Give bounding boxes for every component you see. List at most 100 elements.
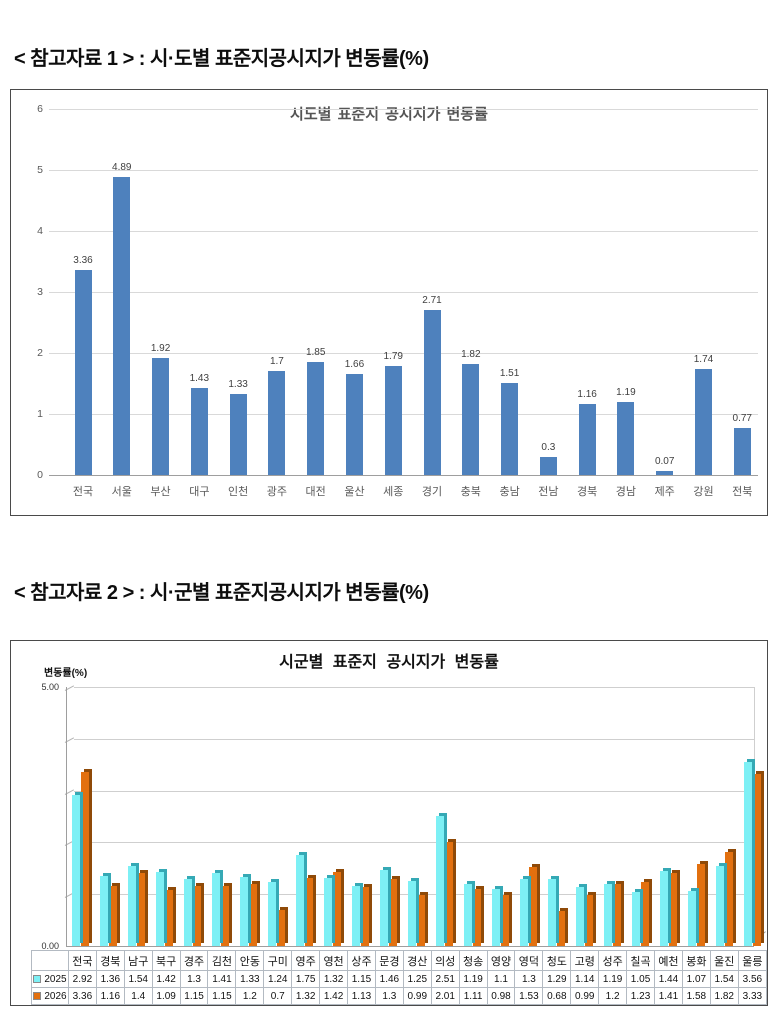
table-category-cell: 북구 [151, 950, 181, 971]
bar-2025 [604, 884, 612, 946]
bar-2025 [128, 866, 136, 946]
bar-2026 [501, 895, 509, 946]
table-category-cell: 울진 [709, 950, 739, 971]
bar-value-label: 1.51 [499, 368, 520, 379]
bar-2025 [72, 795, 80, 946]
table-category-cell: 성주 [598, 950, 628, 971]
table-category-cell: 경주 [179, 950, 209, 971]
bar-value-label: 1.92 [150, 343, 171, 354]
x-axis-label: 경남 [615, 486, 637, 498]
table-value-cell: 1.24 [263, 970, 293, 988]
bar [617, 402, 635, 475]
bar-2025 [436, 816, 444, 946]
bar [268, 371, 286, 475]
bar-2026 [81, 772, 89, 946]
gridline [49, 170, 758, 171]
bar-2026 [585, 895, 593, 946]
bar-2025 [408, 881, 416, 946]
table-value-cell: 1.1 [486, 970, 516, 988]
x-axis-label: 광주 [266, 486, 288, 498]
bar-2026 [277, 910, 285, 946]
bar-2026 [305, 878, 313, 946]
bar [113, 177, 131, 475]
bar [733, 428, 751, 475]
sido-bar-chart: 시도별 표준지 공시지가 변동률 0 1 2 3 4 5 6 3.36 전국 4.89 서울 1.92… [10, 89, 768, 516]
y-axis-line [66, 687, 67, 946]
y-axis-tick-label: 0 [37, 469, 43, 481]
bar-2026 [389, 879, 397, 946]
table-category-cell: 김천 [207, 950, 237, 971]
table-value-cell: 0.7 [263, 987, 293, 1005]
bar-2026 [697, 864, 705, 946]
y-axis-tick-label: 4 [37, 225, 43, 237]
table-category-cell: 안동 [235, 950, 265, 971]
gridline [49, 292, 758, 293]
gridline [49, 353, 758, 354]
table-category-cell: 청송 [458, 950, 488, 971]
bar-2025 [184, 879, 192, 946]
bar-value-label: 1.79 [383, 351, 403, 362]
table-value-cell: 1.75 [291, 970, 321, 988]
bar [229, 394, 247, 475]
legend-label: 2025 [44, 973, 67, 985]
chart2-title: 시군별 표준지 공시지가 변동률 [279, 654, 499, 671]
legend-cell: 2026 [31, 987, 69, 1005]
table-value-cell: 0.99 [402, 987, 432, 1005]
bar-value-label: 1.19 [616, 387, 636, 398]
table-series-row: 2025 2.92 1.36 1.54 1.42 1.3 1.41 1.33 1.24 1.75 1… [31, 970, 767, 988]
table-value-cell: 1.23 [626, 987, 655, 1005]
table-category-cell: 영주 [291, 950, 321, 971]
bar [152, 358, 170, 475]
bar-2026 [333, 872, 341, 946]
table-value-cell: 1.14 [570, 970, 600, 988]
bar-2026 [557, 911, 565, 946]
bar-2026 [109, 886, 117, 946]
bar-2025 [492, 889, 500, 946]
table-value-cell: 1.05 [626, 970, 655, 988]
bar-value-label: 1.66 [344, 359, 365, 370]
table-category-cell: 남구 [123, 950, 153, 971]
table-value-cell: 1.41 [207, 970, 237, 988]
table-category-cell: 영양 [486, 950, 516, 971]
bar-2026 [473, 889, 481, 946]
gridline [49, 414, 758, 415]
table-value-cell: 1.13 [347, 987, 376, 1005]
section1-heading: < 참고자료 1 > : 시·도별 표준지공시지가 변동률(%) [14, 48, 429, 70]
bar-value-label: 0.3 [541, 442, 556, 453]
chart2-ytick-max: 5.00 [41, 682, 59, 692]
sigun-bar-chart: 시군별 표준지 공시지가 변동률 변동률(%) 5.00 0.00 전국 경북 남구… [10, 640, 768, 1006]
bar-2025 [212, 873, 220, 946]
table-value-cell: 1.09 [151, 987, 181, 1005]
bar-value-label: 1.74 [693, 354, 714, 365]
bar-2026 [445, 842, 453, 946]
gridline [49, 231, 758, 232]
gridline [74, 739, 754, 740]
table-category-cell: 울릉 [737, 950, 767, 971]
table-value-cell: 2.51 [430, 970, 460, 988]
table-value-cell: 1.36 [95, 970, 125, 988]
x-axis-label: 부산 [150, 486, 171, 498]
x-axis-label: 전국 [72, 486, 94, 498]
table-value-cell: 1.42 [319, 987, 349, 1005]
bar [307, 362, 325, 475]
bar-2026 [725, 852, 733, 946]
x-axis-label: 전남 [538, 486, 559, 498]
y-axis-tick-label: 1 [37, 408, 43, 420]
table-category-cell: 영덕 [514, 950, 544, 971]
data-table: 전국 경북 남구 북구 경주 김천 안동 구미 영주 영천 상주 문경 경산 의성 청송 영양 영덕 청도 고령 성주… [31, 950, 767, 1005]
x-axis-label: 서울 [111, 486, 132, 498]
bar-2025 [548, 879, 556, 946]
bar-2026 [361, 887, 369, 946]
table-category-cell: 의성 [430, 950, 460, 971]
table-category-cell: 문경 [374, 950, 404, 971]
gridline [74, 687, 754, 688]
x-axis-label: 세종 [383, 486, 404, 498]
table-value-cell: 1.4 [123, 987, 153, 1005]
bar-2025 [688, 891, 696, 946]
table-value-cell: 1.41 [653, 987, 683, 1005]
table-category-cell: 고령 [570, 950, 600, 971]
table-value-cell: 1.25 [402, 970, 432, 988]
bar [501, 383, 519, 475]
x-axis-label: 인천 [227, 486, 249, 498]
bar-2026 [249, 884, 257, 946]
